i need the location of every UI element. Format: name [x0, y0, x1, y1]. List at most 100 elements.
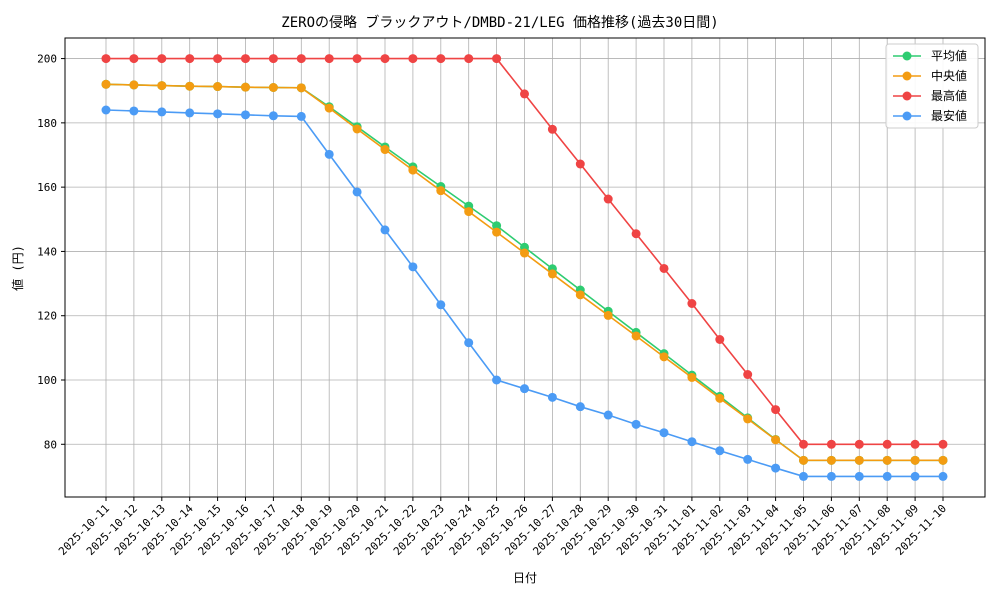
data-point [687, 437, 697, 447]
data-point [157, 107, 167, 117]
y-tick-label: 80 [44, 438, 57, 451]
data-point [659, 352, 669, 362]
y-tick-label: 100 [37, 374, 57, 387]
x-axis: 2025-10-112025-10-122025-10-132025-10-14… [56, 497, 949, 558]
data-point [575, 402, 585, 412]
data-point [799, 471, 808, 481]
data-point [743, 370, 753, 380]
data-point [101, 79, 111, 89]
data-point [687, 372, 697, 382]
legend-label: 平均値 [931, 48, 967, 63]
data-point [910, 471, 920, 481]
data-point [241, 82, 250, 92]
data-point [603, 194, 613, 204]
data-point [241, 54, 250, 64]
series-4 [101, 105, 948, 481]
y-tick-label: 160 [37, 181, 57, 194]
grid [65, 38, 985, 497]
data-point [129, 54, 139, 64]
legend-item: 平均値 [893, 48, 967, 63]
data-point [771, 405, 781, 415]
data-point [101, 105, 111, 115]
data-point [799, 439, 808, 449]
data-point [631, 331, 641, 341]
series-group [101, 54, 948, 481]
data-point [631, 419, 641, 429]
data-point [352, 187, 362, 197]
data-point [157, 54, 167, 64]
data-point [492, 375, 502, 385]
legend-marker [902, 111, 912, 121]
y-axis-label: 値 (円) [10, 245, 25, 291]
data-point [324, 149, 334, 159]
data-point [659, 263, 669, 273]
data-point [352, 124, 362, 134]
data-point [938, 439, 948, 449]
data-point [910, 439, 920, 449]
legend-item: 最高値 [893, 88, 967, 103]
data-point [603, 310, 613, 320]
data-point [826, 471, 836, 481]
data-point [826, 455, 836, 465]
data-point [268, 111, 278, 121]
data-point [408, 165, 418, 175]
legend-marker [902, 51, 912, 61]
data-point [520, 248, 529, 258]
data-point [241, 110, 250, 120]
y-axis: 80 100 120 140 160 180 200 [37, 53, 65, 451]
plot-frame [64, 37, 986, 498]
data-point [854, 471, 864, 481]
data-point [799, 455, 808, 465]
series-2 [101, 79, 948, 465]
data-point [213, 54, 223, 64]
y-tick-label: 200 [37, 53, 57, 66]
data-point [575, 290, 585, 300]
legend-label: 最高値 [931, 88, 967, 103]
data-point [910, 455, 920, 465]
legend-label: 中央値 [931, 68, 967, 83]
data-point [436, 186, 446, 196]
data-point [659, 428, 669, 438]
data-point [492, 227, 502, 237]
data-point [882, 439, 892, 449]
data-point [436, 54, 446, 64]
data-point [324, 54, 334, 64]
legend-marker [902, 71, 912, 81]
data-point [938, 455, 948, 465]
data-point [547, 124, 557, 134]
series-3 [101, 54, 948, 449]
data-point [826, 439, 836, 449]
data-point [380, 145, 390, 155]
data-point [854, 439, 864, 449]
data-point [129, 80, 139, 90]
y-tick-label: 140 [37, 245, 57, 258]
legend-item: 最安値 [893, 108, 967, 123]
data-point [854, 455, 864, 465]
data-point [352, 54, 362, 64]
data-point [715, 335, 725, 344]
data-point [268, 54, 278, 64]
data-point [380, 54, 390, 64]
data-point [464, 54, 474, 64]
data-point [185, 54, 195, 64]
data-point [464, 207, 474, 217]
data-point [743, 454, 753, 464]
data-point [101, 54, 111, 64]
y-tick-label: 120 [37, 310, 57, 323]
x-axis-label: 日付 [513, 571, 537, 585]
data-point [492, 54, 502, 64]
data-point [492, 221, 502, 231]
data-point [380, 225, 390, 235]
data-point [185, 108, 195, 118]
data-point [408, 54, 418, 64]
data-point [129, 106, 139, 116]
legend-item: 中央値 [893, 68, 967, 83]
data-point [575, 159, 585, 169]
data-point [520, 384, 529, 394]
data-point [547, 269, 557, 279]
data-point [213, 109, 223, 119]
legend-box [885, 43, 979, 129]
data-point [882, 455, 892, 465]
